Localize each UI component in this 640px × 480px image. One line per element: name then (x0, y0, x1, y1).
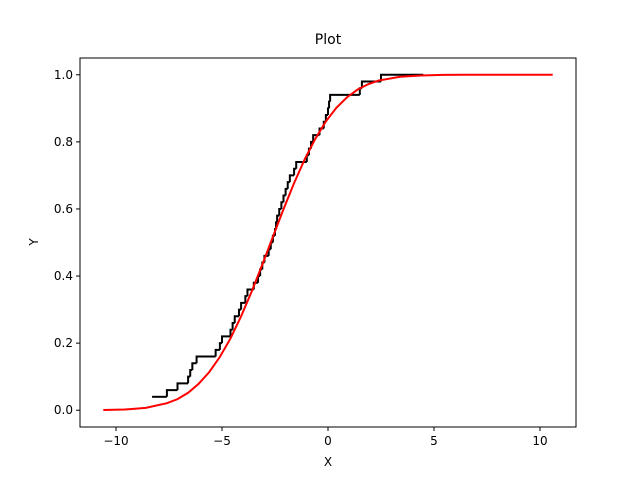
y-axis-label: Y (27, 238, 41, 247)
step (284, 187, 288, 196)
x-tick-label: 0 (324, 434, 332, 448)
step (288, 174, 295, 183)
step (237, 308, 242, 317)
line (103, 73, 553, 412)
x-tick-label: 5 (430, 434, 438, 448)
x-tick-label: −5 (213, 434, 231, 448)
step (267, 248, 271, 256)
step (282, 194, 286, 203)
axes-frame (79, 57, 577, 428)
step (221, 335, 231, 344)
step (293, 167, 297, 176)
step (240, 301, 246, 310)
step (233, 315, 239, 324)
step (244, 295, 248, 303)
step (189, 368, 193, 377)
x-tick-label: 10 (532, 434, 547, 448)
y-tick-label: 1.0 (54, 68, 73, 82)
y-tick-label: 0.2 (54, 336, 73, 350)
y-tick-label: 0.0 (54, 403, 73, 417)
y-tick-label: 0.6 (54, 202, 73, 216)
chart-title: Plot (315, 32, 342, 48)
step (278, 207, 282, 216)
step (191, 362, 197, 370)
step (286, 181, 290, 189)
step (327, 107, 330, 116)
step (328, 100, 331, 109)
y-tick-label: 0.4 (54, 269, 73, 283)
x-axis-label: X (324, 455, 332, 469)
step (195, 355, 216, 364)
step (165, 389, 178, 397)
x-tick-label: −10 (103, 434, 128, 448)
step (276, 214, 280, 223)
step (214, 348, 220, 357)
step (176, 382, 189, 391)
step (187, 375, 191, 384)
y-tick-label: 0.8 (54, 135, 73, 149)
step (218, 342, 223, 350)
